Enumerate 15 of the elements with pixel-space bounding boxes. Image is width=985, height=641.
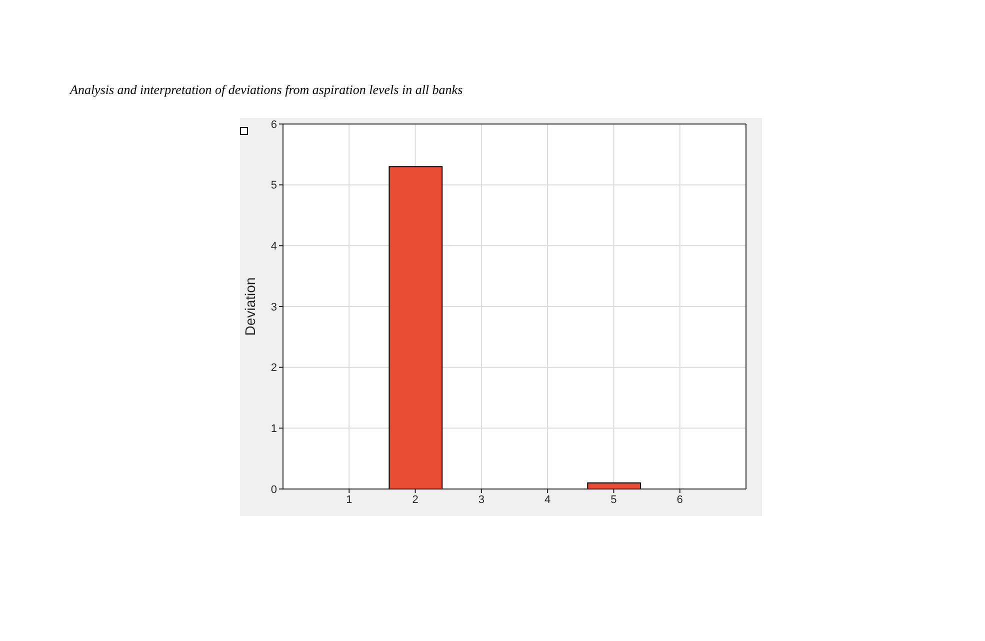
chart-title: Analysis and interpretation of deviations from aspiration levels in all banks <box>70 82 463 98</box>
y-tick-label: 4 <box>270 240 277 253</box>
x-tick-label: 4 <box>544 494 551 506</box>
y-tick-label: 3 <box>270 301 277 314</box>
x-tick-label: 3 <box>478 494 484 506</box>
y-tick-label: 5 <box>270 180 277 192</box>
y-tick-label: 0 <box>270 484 277 496</box>
y-axis-title: Deviation <box>242 277 258 336</box>
y-tick-label: 6 <box>270 118 277 131</box>
x-tick-label: 6 <box>676 494 683 506</box>
x-tick-label: 2 <box>412 494 418 506</box>
y-tick-label: 2 <box>270 362 277 374</box>
x-tick-label: 1 <box>346 494 352 506</box>
x-tick-label: 5 <box>610 494 617 506</box>
y-tick-label: 1 <box>270 423 277 436</box>
